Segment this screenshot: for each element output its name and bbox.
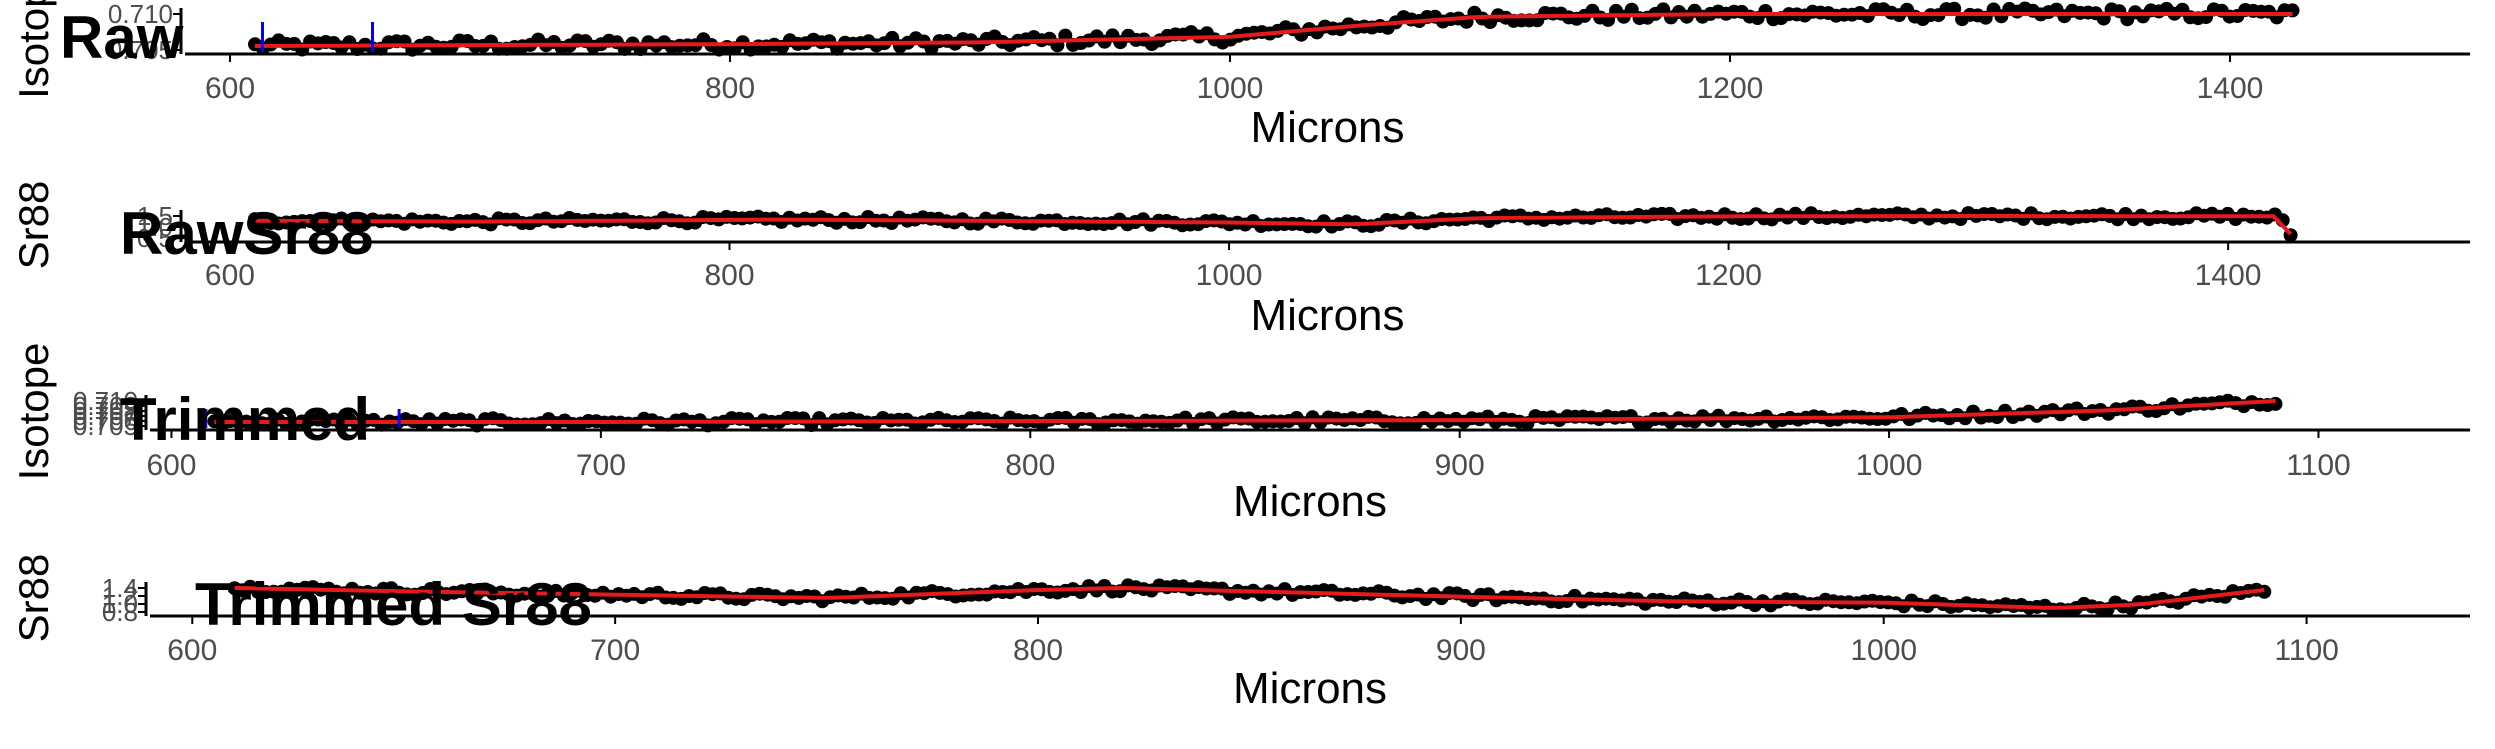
x-tick-label: 1000 <box>1197 72 1264 105</box>
x-tick-label: 800 <box>705 72 755 105</box>
x-axis-label: Microns <box>1250 103 1404 152</box>
y-axis-label: Isotope <box>10 343 57 481</box>
panel-title: Trimmed <box>120 386 370 453</box>
x-tick-label: 1200 <box>1695 259 1762 292</box>
x-tick-label: 600 <box>205 72 255 105</box>
x-tick-label: 600 <box>146 449 196 482</box>
x-tick-label: 600 <box>167 634 217 667</box>
smooth-line <box>254 12 2293 48</box>
y-tick-label: 0.8 <box>102 597 138 627</box>
x-tick-label: 1000 <box>1856 449 1923 482</box>
x-tick-label: 800 <box>704 259 754 292</box>
x-axis-label: Microns <box>1250 291 1404 340</box>
data-point <box>2268 396 2283 411</box>
smooth-line <box>234 585 2265 610</box>
x-axis-label: Microns <box>1233 477 1387 526</box>
panel-title: RawSr88 <box>120 200 373 267</box>
y-axis-label: Sr88 <box>10 554 57 643</box>
x-tick-label: 1000 <box>1196 259 1263 292</box>
x-tick-label: 900 <box>1436 634 1486 667</box>
y-tick-label: 1.2 <box>102 581 138 611</box>
y-tick-label: 0.710 <box>73 386 138 416</box>
x-tick-label: 800 <box>1005 449 1055 482</box>
y-tick-label: 0.705 <box>73 411 138 441</box>
x-tick-label: 600 <box>205 259 255 292</box>
y-tick-label: 1.0 <box>137 212 173 242</box>
x-tick-label: 1400 <box>2197 72 2264 105</box>
y-tick-label: 0.707 <box>73 401 138 431</box>
x-tick-label: 1100 <box>2286 449 2351 482</box>
x-tick-label: 800 <box>1013 634 1063 667</box>
x-tick-label: 1400 <box>2195 259 2262 292</box>
y-tick-label: 0.709 <box>73 391 138 421</box>
panel-title: Raw <box>60 4 184 71</box>
x-tick-label: 700 <box>590 634 640 667</box>
panel-title: Trimmed Sr88 <box>195 571 592 638</box>
y-tick-label: 0.705 <box>108 35 173 65</box>
smooth-line <box>254 214 2293 236</box>
y-tick-label: 0.706 <box>73 406 138 436</box>
y-tick-label: 1.5 <box>137 201 173 231</box>
x-tick-label: 1000 <box>1850 634 1917 667</box>
y-axis-label: Sr88 <box>10 181 57 270</box>
y-tick-label: 1.0 <box>102 589 138 619</box>
x-tick-label: 700 <box>576 449 626 482</box>
x-tick-label: 900 <box>1435 449 1485 482</box>
y-tick-label: 0.708 <box>73 396 138 426</box>
x-tick-label: 1200 <box>1697 72 1764 105</box>
y-axis-label: Isotope <box>10 0 57 99</box>
x-axis-label: Microns <box>1233 664 1387 713</box>
y-tick-label: 1.4 <box>102 573 138 603</box>
x-tick-label: 1100 <box>2274 634 2339 667</box>
y-tick-label: 0.710 <box>108 0 173 29</box>
y-tick-label: 0.5 <box>137 223 173 253</box>
smooth-line <box>214 399 2276 424</box>
